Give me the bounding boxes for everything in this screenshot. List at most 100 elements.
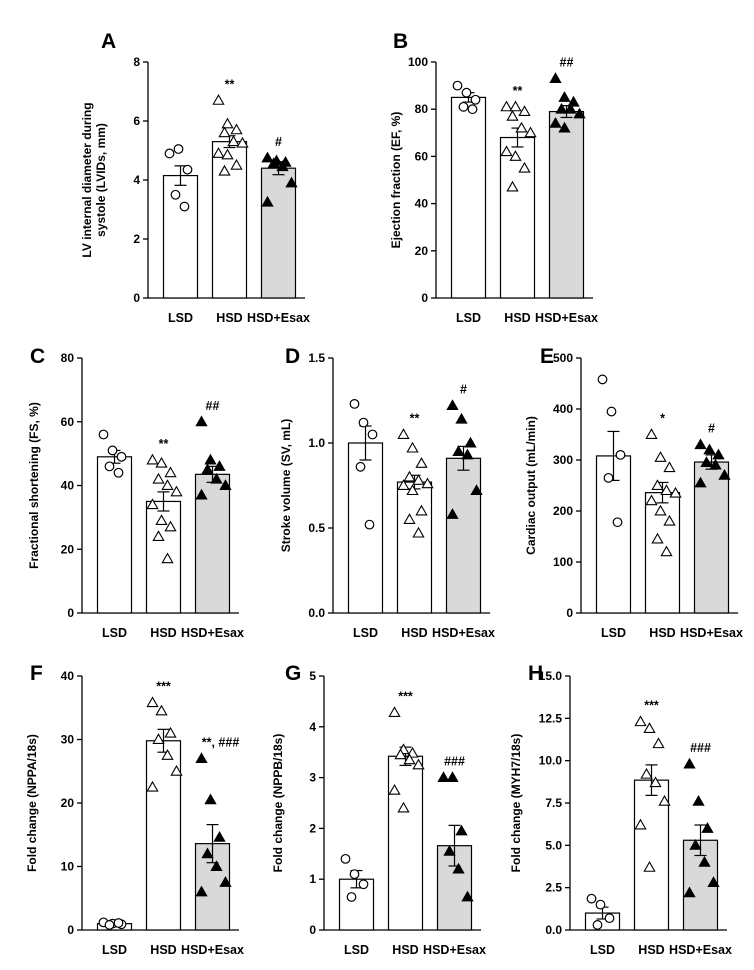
y-axis-label: Stroke volume (SV, mL) [279,419,293,553]
data-point [654,504,667,516]
y-tick-label: 1.5 [308,351,325,365]
data-point [104,461,115,472]
category-label: LSD [353,626,378,640]
y-tick-label: 300 [553,453,573,467]
data-point [227,135,240,147]
data-point [700,456,713,468]
y-tick-label: 0 [566,606,573,620]
data-point [340,853,351,864]
data-point [615,450,626,460]
y-axis-label: Fold change (NPPB/18s) [271,734,285,873]
data-point [549,117,562,128]
y-tick-label: 0.5 [308,521,325,535]
data-point [403,513,416,524]
data-point [603,472,614,483]
category-label: LSD [456,311,481,325]
category-label: HSD [150,943,176,957]
y-axis-label: Fold change (MYH7/18s) [509,734,523,873]
y-tick-label: 60 [61,415,75,429]
y-tick-label: 2.5 [545,881,562,895]
data-point [152,530,165,541]
data-point [500,145,513,157]
data-point [669,486,682,498]
data-point [146,453,159,465]
data-point [355,461,366,472]
significance-label: ## [560,56,574,70]
panel-f: F Fold change (NPPA/18s) 0 10 20 30 40 LSD HSD **… [25,662,244,957]
data-point [388,783,401,795]
y-tick-label: 0 [421,291,428,305]
significance-label: ### [444,755,465,769]
data-point [221,117,234,129]
panel-letter: A [101,30,116,53]
significance-label: *** [644,699,659,713]
data-point [461,890,474,902]
data-point [218,164,231,176]
data-point [388,706,401,718]
panel-a: A LV internal diameter during systole (LVI… [80,30,310,325]
panel-letter: H [528,662,543,685]
bar-hsd-esax [445,457,482,614]
y-tick-label: 4 [309,720,316,734]
data-point [443,844,456,856]
y-tick-label: 40 [415,197,429,211]
y-tick-label: 500 [553,351,573,365]
bar-hsd-esax [260,167,297,299]
panel-letter: F [30,662,43,685]
y-axis-label: Fold change (NPPA/18s) [25,734,39,872]
bar-hsd-esax [548,110,585,299]
data-point [415,457,428,468]
y-axis-label: systole (LVIDs, mm) [94,123,108,237]
panel-d: D Stroke volume (SV, mL) 0.0 0.5 1.0 1.5 LSD HS… [279,345,495,640]
data-point [651,479,664,490]
category-label: HSD+Esax [181,943,244,957]
y-tick-label: 0.0 [308,606,325,620]
data-point [549,72,562,83]
bar-lsd [450,96,487,299]
data-point [663,461,676,473]
y-tick-label: 5 [309,669,316,683]
data-point [210,472,223,484]
data-point [210,860,223,871]
data-point [470,484,483,496]
data-point [707,876,720,888]
significance-label: *** [398,690,413,704]
y-tick-label: 4 [133,173,140,187]
data-point [470,94,481,105]
data-point [164,148,175,159]
y-tick-label: 20 [61,796,75,810]
y-tick-label: 0 [67,923,74,937]
data-point [437,771,450,783]
y-tick-label: 12.5 [539,711,563,725]
y-tick-label: 0.0 [545,923,562,937]
data-point [152,472,165,484]
data-point [116,451,127,462]
y-axis-label: Cardiac output (mL/min) [524,416,538,555]
data-point [573,107,586,119]
y-tick-label: 10 [61,860,75,874]
data-point [213,830,226,842]
y-tick-label: 0 [67,606,74,620]
data-point [155,704,168,716]
bar-hsd [211,141,248,299]
data-point [219,876,232,887]
data-point [195,415,208,427]
data-point [170,189,181,200]
data-point [201,847,214,859]
data-point [201,463,214,475]
data-point [219,479,232,490]
bar-hsd [396,481,433,614]
y-tick-label: 60 [415,149,429,163]
panel-c: C Fractional shortening (FS, %) 0 20 40 60 80 L… [27,345,244,640]
y-tick-label: 2 [309,821,316,835]
significance-label: ** [410,412,420,426]
data-point [161,479,174,490]
data-point [446,399,459,411]
data-point [349,399,360,409]
data-point [164,466,177,478]
data-point [604,913,615,924]
data-point [634,715,647,727]
y-axis-label: Fractional shortening (FS, %) [27,402,41,569]
data-point [698,855,711,867]
data-point [221,148,234,160]
